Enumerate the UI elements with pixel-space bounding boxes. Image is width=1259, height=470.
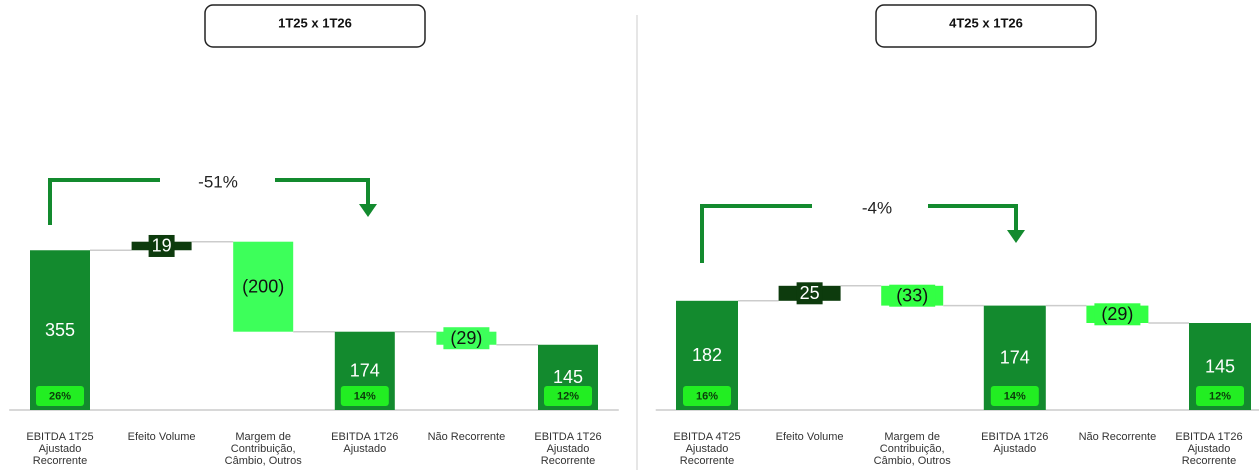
label-bg: [796, 282, 823, 305]
title-box: [875, 4, 1097, 48]
arrow-right: [928, 204, 1018, 231]
margin-label: 16%: [696, 390, 718, 402]
value-label: 174: [350, 361, 380, 381]
arrow-left: [48, 178, 160, 225]
margin-badge: [36, 386, 84, 406]
margin-badge: [544, 386, 592, 406]
label-bg: [148, 234, 175, 257]
margin-badge: [340, 386, 389, 406]
category-label: EBITDA 1T26 Ajustado: [981, 431, 1049, 455]
margin-label: 26%: [49, 390, 71, 402]
category-label: Margem de Contribuição, Câmbio, Outros: [224, 431, 302, 467]
value-label: (33): [896, 285, 928, 305]
category-label: EBITDA 4T25 Ajustado Recorrente: [673, 431, 741, 467]
category-label: Efeito Volume: [127, 431, 196, 443]
margin-label: 14%: [354, 390, 376, 402]
arrow-head: [1007, 230, 1025, 243]
value-label: (29): [1101, 304, 1133, 324]
value-label: 174: [1000, 348, 1030, 368]
category-label: Margem de Contribuição, Câmbio, Outros: [873, 431, 951, 467]
arrow-head: [359, 204, 377, 217]
category-label: EBITDA 1T25 Ajustado Recorrente: [26, 431, 94, 467]
margin-badge: [683, 386, 731, 406]
category-label: EBITDA 1T26 Ajustado Recorrente: [1175, 431, 1243, 467]
value-label: 182: [692, 345, 722, 365]
bar: [30, 250, 90, 410]
category-label: Efeito Volume: [775, 431, 844, 443]
chart-title: 4T25 x 1T26: [949, 15, 1023, 30]
label-bg: [889, 284, 936, 307]
margin-badge: [990, 386, 1039, 406]
title-box: [204, 4, 426, 48]
margin-label: 14%: [1004, 390, 1026, 402]
category-label: EBITDA 1T26 Ajustado: [331, 431, 399, 455]
label-bg: [1094, 303, 1141, 326]
annotation: -51%: [198, 172, 238, 191]
value-label: 145: [553, 367, 583, 387]
category-label: EBITDA 1T26 Ajustado Recorrente: [534, 431, 602, 467]
label-bg: [443, 327, 490, 350]
category-label: Não Recorrente: [1078, 431, 1157, 443]
category-label: Não Recorrente: [427, 431, 506, 443]
margin-badge: [1196, 386, 1244, 406]
chart-title: 1T25 x 1T26: [278, 15, 352, 30]
annotation: -4%: [862, 198, 892, 217]
value-label: (29): [450, 328, 482, 348]
bar: [233, 241, 294, 332]
value-label: 25: [800, 283, 820, 303]
value-label: 145: [1205, 356, 1235, 376]
arrow-left: [700, 204, 812, 263]
value-label: 19: [152, 236, 172, 256]
value-label: (200): [242, 276, 284, 296]
margin-label: 12%: [1209, 390, 1231, 402]
margin-label: 12%: [557, 390, 579, 402]
value-label: 355: [45, 320, 75, 340]
arrow-right: [275, 178, 370, 205]
